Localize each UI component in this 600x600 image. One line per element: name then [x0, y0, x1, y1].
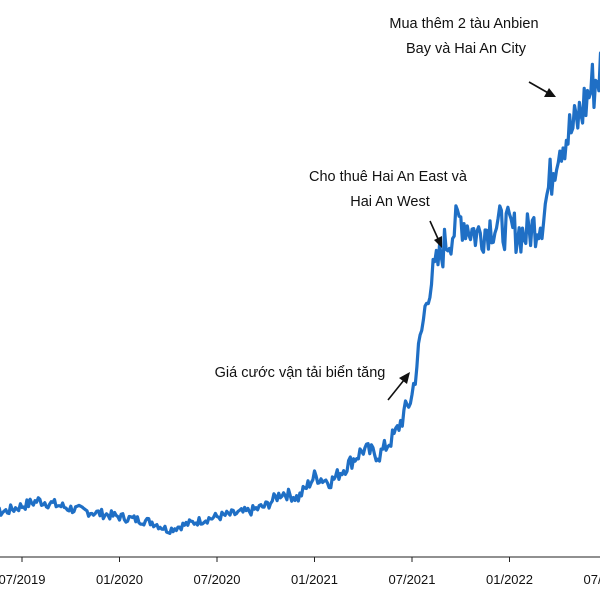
- x-tick-label: 01/2022: [486, 572, 533, 587]
- annotation-2-arrow: [429, 220, 440, 242]
- annotation-1-arrowhead: [544, 88, 556, 97]
- annotation-3: Giá cước vận tải biển tăng: [215, 365, 386, 381]
- annotation-1-line-1: Mua thêm 2 tàu Anbien: [389, 16, 538, 32]
- annotation-2: Cho thuê Hai An East và Hai An West: [309, 169, 471, 210]
- annotation-2-line-1: Cho thuê Hai An East và: [309, 169, 468, 185]
- x-tick-label: 07/2020: [194, 572, 241, 587]
- annotation-2-line-2: Hai An West: [350, 194, 430, 210]
- annotation-1-arrow: [528, 81, 551, 95]
- x-tick-label: 01/2020: [96, 572, 143, 587]
- series-line: [0, 51, 600, 536]
- x-tick-label: 01/2021: [291, 572, 338, 587]
- annotation-2-arrowhead: [434, 236, 442, 248]
- x-axis-ticks: 07/2019 01/2020 07/2020 01/2021 07/2021 01/20…: [0, 557, 600, 587]
- annotation-1-line-2: Bay và Hai An City: [406, 41, 527, 57]
- annotation-3-arrow: [387, 379, 405, 401]
- x-tick-label: 07/2021: [389, 572, 436, 587]
- annotation-3-arrowhead: [399, 372, 410, 384]
- annotation-1: Mua thêm 2 tàu Anbien Bay và Hai An City: [389, 16, 542, 57]
- annotation-3-line-1: Giá cước vận tải biển tăng: [215, 365, 386, 381]
- x-tick-label: 07/2019: [0, 572, 46, 587]
- x-tick-label: 07/2022: [584, 572, 600, 587]
